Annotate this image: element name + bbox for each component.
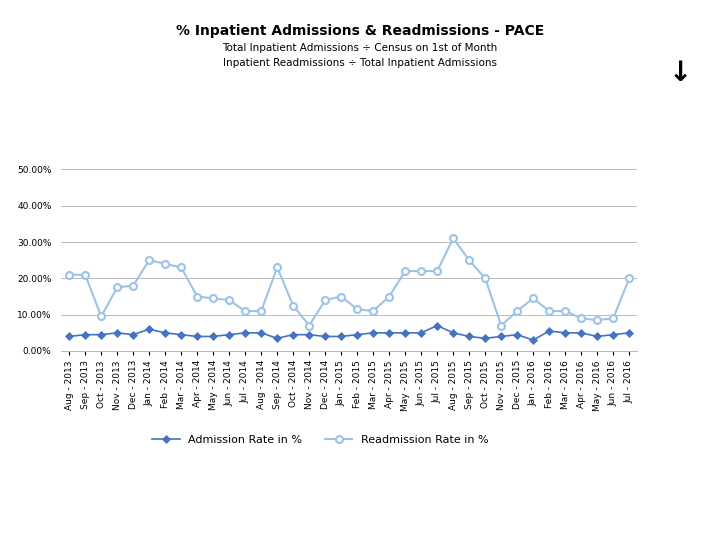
Readmission Rate in % (545, 308, 554, 314)
Line: Readmission Rate in %: Readmission Rate in % (66, 235, 633, 329)
Admission Rate in % (161, 329, 169, 336)
Readmission Rate in % (145, 257, 153, 264)
Readmission Rate in % (417, 268, 426, 274)
Readmission Rate in % (625, 275, 634, 281)
Admission Rate in % (129, 332, 138, 338)
Readmission Rate in % (97, 313, 106, 320)
Admission Rate in % (401, 329, 410, 336)
Text: Total Inpatient Admissions ÷ Census on 1st of Month: Total Inpatient Admissions ÷ Census on 1… (222, 43, 498, 53)
Admission Rate in % (305, 332, 313, 338)
Admission Rate in % (561, 329, 570, 336)
Admission Rate in % (577, 329, 585, 336)
Admission Rate in % (145, 326, 153, 333)
Admission Rate in % (433, 322, 441, 329)
Admission Rate in % (545, 328, 554, 334)
Admission Rate in % (65, 333, 73, 340)
Admission Rate in % (369, 329, 377, 336)
Readmission Rate in % (561, 308, 570, 314)
Admission Rate in % (609, 332, 618, 338)
Readmission Rate in % (337, 293, 346, 300)
Text: ↓: ↓ (669, 59, 692, 87)
Readmission Rate in % (577, 315, 585, 321)
Admission Rate in % (593, 333, 601, 340)
Readmission Rate in % (241, 308, 250, 314)
Readmission Rate in % (385, 293, 394, 300)
Readmission Rate in % (177, 264, 186, 271)
Readmission Rate in % (593, 317, 601, 323)
Admission Rate in % (289, 332, 297, 338)
Readmission Rate in % (529, 295, 538, 301)
Readmission Rate in % (193, 293, 202, 300)
Readmission Rate in % (161, 261, 169, 267)
Admission Rate in % (353, 332, 361, 338)
Readmission Rate in % (225, 297, 233, 303)
Text: Inpatient Readmissions ÷ Total Inpatient Admissions: Inpatient Readmissions ÷ Total Inpatient… (223, 58, 497, 68)
Admission Rate in % (417, 329, 426, 336)
Admission Rate in % (481, 335, 490, 341)
Readmission Rate in % (449, 235, 457, 241)
Admission Rate in % (81, 332, 89, 338)
Readmission Rate in % (353, 306, 361, 313)
Admission Rate in % (385, 329, 394, 336)
Readmission Rate in % (433, 268, 441, 274)
Readmission Rate in % (481, 275, 490, 281)
Admission Rate in % (177, 332, 186, 338)
Admission Rate in % (625, 329, 634, 336)
Admission Rate in % (529, 337, 538, 343)
Admission Rate in % (97, 332, 106, 338)
Admission Rate in % (225, 332, 233, 338)
Admission Rate in % (257, 329, 266, 336)
Text: % Inpatient Admissions & Readmissions - PACE: % Inpatient Admissions & Readmissions - … (176, 24, 544, 38)
Readmission Rate in % (273, 264, 282, 271)
Readmission Rate in % (113, 284, 122, 291)
Admission Rate in % (113, 329, 122, 336)
Readmission Rate in % (497, 322, 505, 329)
Admission Rate in % (497, 333, 505, 340)
Readmission Rate in % (129, 282, 138, 289)
Admission Rate in % (241, 329, 250, 336)
Readmission Rate in % (609, 315, 618, 321)
Admission Rate in % (321, 333, 330, 340)
Readmission Rate in % (369, 308, 377, 314)
Readmission Rate in % (81, 272, 89, 278)
Readmission Rate in % (257, 308, 266, 314)
Readmission Rate in % (289, 302, 297, 309)
Admission Rate in % (449, 329, 457, 336)
Legend: Admission Rate in %, Readmission Rate in %: Admission Rate in %, Readmission Rate in… (148, 430, 493, 449)
Readmission Rate in % (305, 322, 313, 329)
Readmission Rate in % (321, 297, 330, 303)
Admission Rate in % (193, 333, 202, 340)
Admission Rate in % (337, 333, 346, 340)
Admission Rate in % (273, 335, 282, 341)
Admission Rate in % (513, 332, 521, 338)
Readmission Rate in % (65, 272, 73, 278)
Admission Rate in % (465, 333, 474, 340)
Readmission Rate in % (401, 268, 410, 274)
Line: Admission Rate in %: Admission Rate in % (66, 323, 632, 343)
Readmission Rate in % (465, 257, 474, 264)
Admission Rate in % (209, 333, 217, 340)
Readmission Rate in % (513, 308, 521, 314)
Readmission Rate in % (209, 295, 217, 301)
